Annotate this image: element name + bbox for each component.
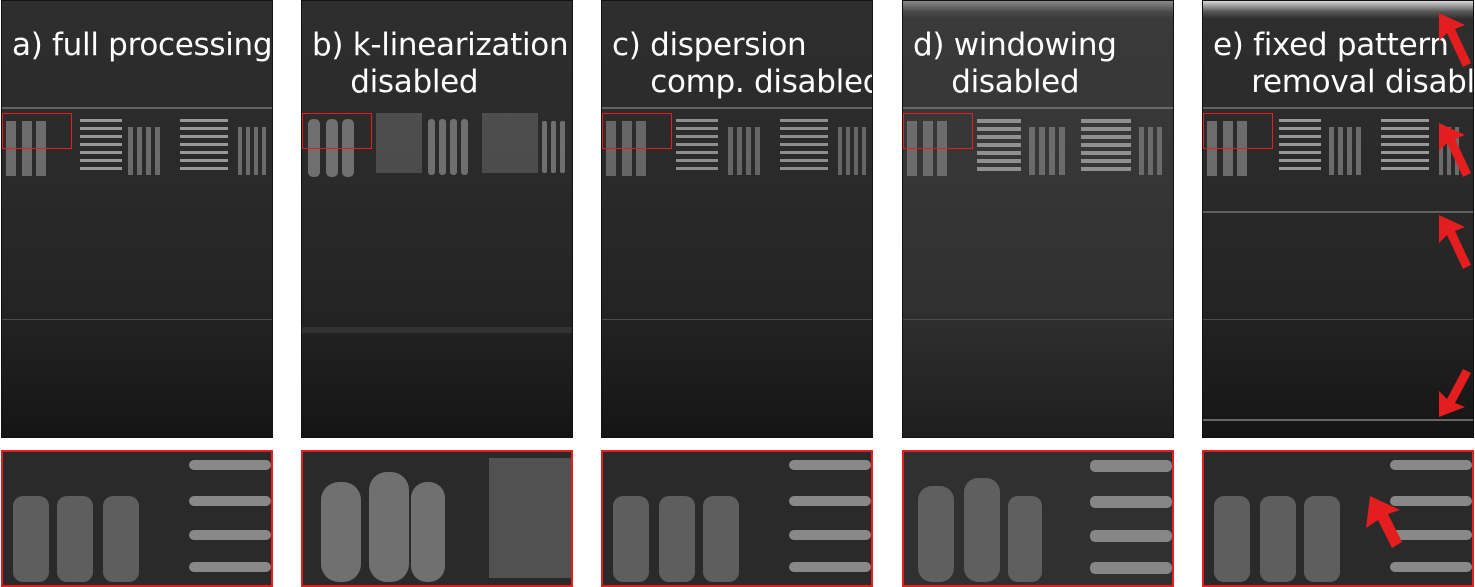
arrow-icon bbox=[1439, 369, 1471, 417]
arrow-icon bbox=[1366, 496, 1402, 548]
zoomed-target-bars bbox=[613, 460, 871, 582]
zoomed-target-bars bbox=[1214, 460, 1472, 582]
zoom-inset-c bbox=[601, 450, 873, 587]
region-of-interest-box bbox=[2, 113, 72, 149]
panel-c-label: c) dispersion comp. disabled bbox=[612, 27, 873, 100]
surface-line bbox=[2, 107, 272, 109]
arrow-icon bbox=[1439, 13, 1471, 67]
region-of-interest-box bbox=[602, 113, 672, 149]
arrow-icon bbox=[1439, 123, 1471, 177]
bottom-surface-line bbox=[903, 319, 1173, 320]
bottom-surface-line bbox=[2, 319, 272, 320]
surface-line bbox=[1203, 107, 1473, 109]
panel-a-full-processing: a) full processing bbox=[1, 0, 273, 438]
panel-d-windowing-disabled: d) windowing disabled bbox=[902, 0, 1174, 438]
panel-b-label: b) k-linearization disabled bbox=[312, 27, 569, 100]
bottom-surface-line bbox=[602, 319, 872, 320]
surface-line bbox=[903, 107, 1173, 109]
zoomed-target-bars bbox=[13, 460, 271, 582]
zoomed-target-bars bbox=[321, 458, 571, 582]
fixed-pattern-line-bottom bbox=[1203, 419, 1473, 421]
zoom-inset-e bbox=[1202, 450, 1474, 587]
panel-e-label: e) fixed pattern removal disabled bbox=[1213, 27, 1474, 100]
surface-line bbox=[602, 107, 872, 109]
fixed-pattern-line bbox=[1203, 211, 1473, 213]
region-of-interest-box bbox=[903, 113, 973, 149]
panel-c-dispersion-comp-disabled: c) dispersion comp. disabled bbox=[601, 0, 873, 438]
bottom-surface-line bbox=[302, 327, 572, 333]
panel-e-fixed-pattern-removal-disabled: e) fixed pattern removal disabled bbox=[1202, 0, 1474, 438]
panel-d-label: d) windowing disabled bbox=[913, 27, 1117, 100]
top-artifact bbox=[903, 1, 1173, 19]
panel-a-label: a) full processing bbox=[12, 27, 273, 63]
bottom-surface-line bbox=[1203, 319, 1473, 320]
zoom-inset-b bbox=[301, 450, 573, 587]
zoom-inset-a bbox=[1, 450, 273, 587]
zoomed-target-bars bbox=[918, 460, 1172, 582]
zoom-inset-d bbox=[902, 450, 1174, 587]
panel-b-k-linearization-disabled: b) k-linearization disabled bbox=[301, 0, 573, 438]
arrow-icon bbox=[1439, 215, 1471, 269]
top-artifact bbox=[1203, 1, 1473, 19]
region-of-interest-box bbox=[302, 113, 372, 149]
region-of-interest-box bbox=[1203, 113, 1273, 149]
